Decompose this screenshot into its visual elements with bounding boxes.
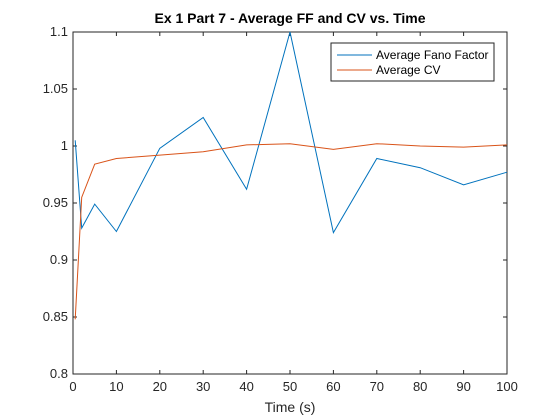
y-tick-label: 1.05 [43,81,68,96]
legend-label-fano: Average Fano Factor [376,48,489,62]
y-tick-label: 0.85 [43,309,68,324]
x-axis-label: Time (s) [265,399,316,415]
series-line-cv [74,143,508,320]
x-tick-label: 60 [326,379,340,394]
x-tick-label: 0 [69,379,76,394]
x-tick-label: 50 [283,379,297,394]
x-tick-label: 100 [496,379,518,394]
y-tick-label: 0.9 [50,252,68,267]
x-tick-label: 20 [153,379,167,394]
y-tick-label: 0.8 [50,366,68,381]
x-tick-label: 80 [413,379,427,394]
x-tick-label: 10 [109,379,123,394]
y-tick-label: 1 [61,138,68,153]
legend-box [330,42,495,82]
series-layer [74,31,508,320]
legend-label-cv: Average CV [376,63,440,77]
tick-labels: 0 10 20 30 40 50 60 70 80 90 100 0.8 0.85 0.9 0.95 1 1.0… [43,24,518,394]
axis-ticks [72,31,508,375]
plot-area [72,31,508,375]
y-tick-label: 0.95 [43,195,68,210]
x-tick-label: 70 [370,379,384,394]
x-tick-label: 40 [239,379,253,394]
legend: Average Fano Factor Average CV [330,42,495,82]
chart-title: Ex 1 Part 7 - Average FF and CV vs. Time [154,10,425,26]
y-tick-label: 1.1 [50,24,68,39]
x-tick-label: 30 [196,379,210,394]
series-line-fano-factor [74,31,508,234]
x-tick-label: 90 [456,379,470,394]
